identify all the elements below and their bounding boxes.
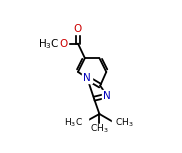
Text: H$_3$C: H$_3$C: [64, 116, 83, 129]
Text: CH$_3$: CH$_3$: [116, 116, 134, 129]
Text: N: N: [103, 91, 111, 101]
Bar: [73, 24, 83, 34]
Bar: [82, 73, 92, 83]
Bar: [92, 124, 107, 133]
Bar: [102, 90, 112, 101]
Bar: [112, 118, 128, 127]
Bar: [68, 118, 88, 127]
Bar: [58, 38, 68, 49]
Text: CH$_3$: CH$_3$: [90, 122, 109, 135]
Text: O: O: [74, 24, 82, 34]
Text: H$_3$C: H$_3$C: [38, 37, 60, 50]
Text: O: O: [59, 39, 68, 49]
Text: N: N: [83, 73, 91, 83]
Bar: [38, 38, 60, 49]
